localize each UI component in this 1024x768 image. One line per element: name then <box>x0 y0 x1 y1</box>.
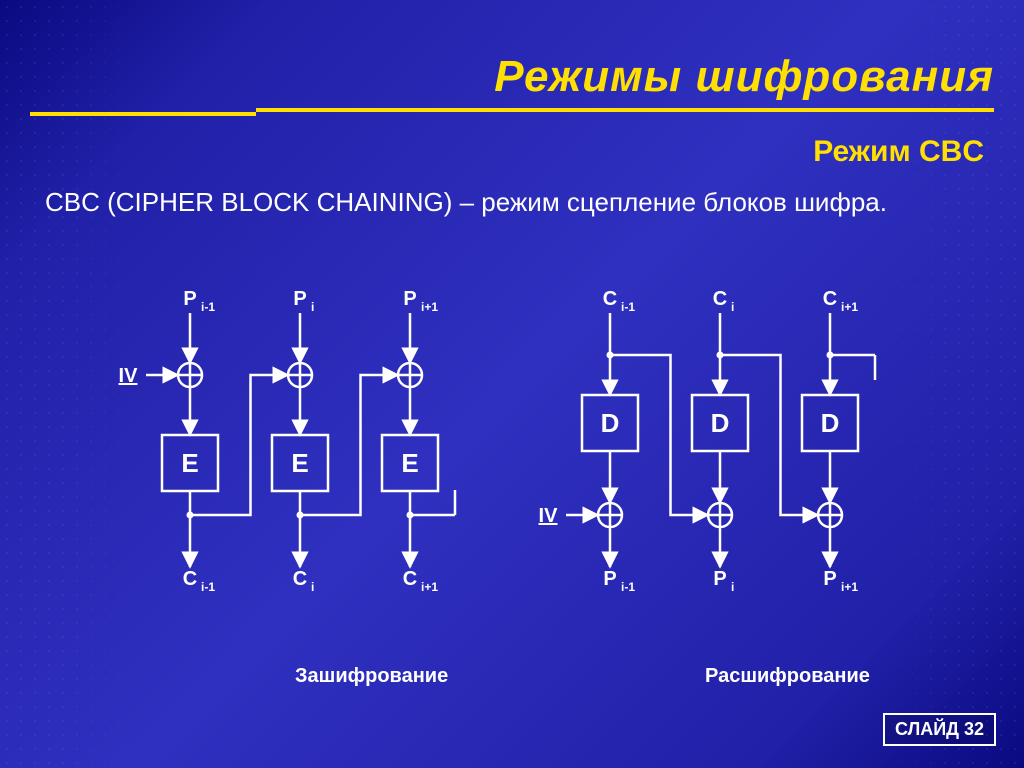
svg-text:i+1: i+1 <box>421 300 438 314</box>
svg-text:i+1: i+1 <box>841 580 858 594</box>
svg-text:P: P <box>403 288 416 310</box>
svg-text:i: i <box>731 580 734 594</box>
diagram-container: IVPi-1ECi-1PiECiPi+1ECi+1 IVCi-1DPi-1CiD… <box>80 275 960 685</box>
svg-text:P: P <box>713 568 726 590</box>
decryption-diagram: IVCi-1DPi-1CiDPiCi+1DPi+1 <box>530 275 930 645</box>
svg-text:D: D <box>821 408 840 438</box>
svg-text:i+1: i+1 <box>421 580 438 594</box>
svg-text:i-1: i-1 <box>621 300 635 314</box>
svg-text:E: E <box>401 448 418 478</box>
svg-text:C: C <box>823 288 837 310</box>
svg-text:i-1: i-1 <box>201 300 215 314</box>
svg-text:i-1: i-1 <box>621 580 635 594</box>
svg-text:i: i <box>311 300 314 314</box>
encryption-caption: Зашифрование <box>295 665 448 688</box>
page-subtitle: Режим CBC <box>813 135 984 169</box>
svg-text:i: i <box>731 300 734 314</box>
description-text: CBC (CIPHER BLOCK CHAINING) – режим сцеп… <box>45 185 979 220</box>
svg-text:P: P <box>823 568 836 590</box>
svg-text:i: i <box>311 580 314 594</box>
svg-text:C: C <box>713 288 727 310</box>
page-title: Режимы шифрования <box>256 52 994 112</box>
svg-text:IV: IV <box>119 365 139 387</box>
svg-text:C: C <box>403 568 417 590</box>
slide-number: СЛАЙД 32 <box>883 713 996 746</box>
svg-text:i+1: i+1 <box>841 300 858 314</box>
encryption-diagram: IVPi-1ECi-1PiECiPi+1ECi+1 <box>110 275 510 645</box>
svg-text:C: C <box>603 288 617 310</box>
svg-text:i-1: i-1 <box>201 580 215 594</box>
svg-text:P: P <box>603 568 616 590</box>
svg-text:IV: IV <box>539 505 559 527</box>
svg-text:P: P <box>293 288 306 310</box>
svg-text:D: D <box>711 408 730 438</box>
svg-text:E: E <box>291 448 308 478</box>
svg-text:P: P <box>183 288 196 310</box>
title-underline-ext <box>30 112 256 116</box>
decryption-caption: Расшифрование <box>705 665 870 688</box>
svg-text:D: D <box>601 408 620 438</box>
svg-text:C: C <box>293 568 307 590</box>
svg-text:E: E <box>181 448 198 478</box>
svg-text:C: C <box>183 568 197 590</box>
